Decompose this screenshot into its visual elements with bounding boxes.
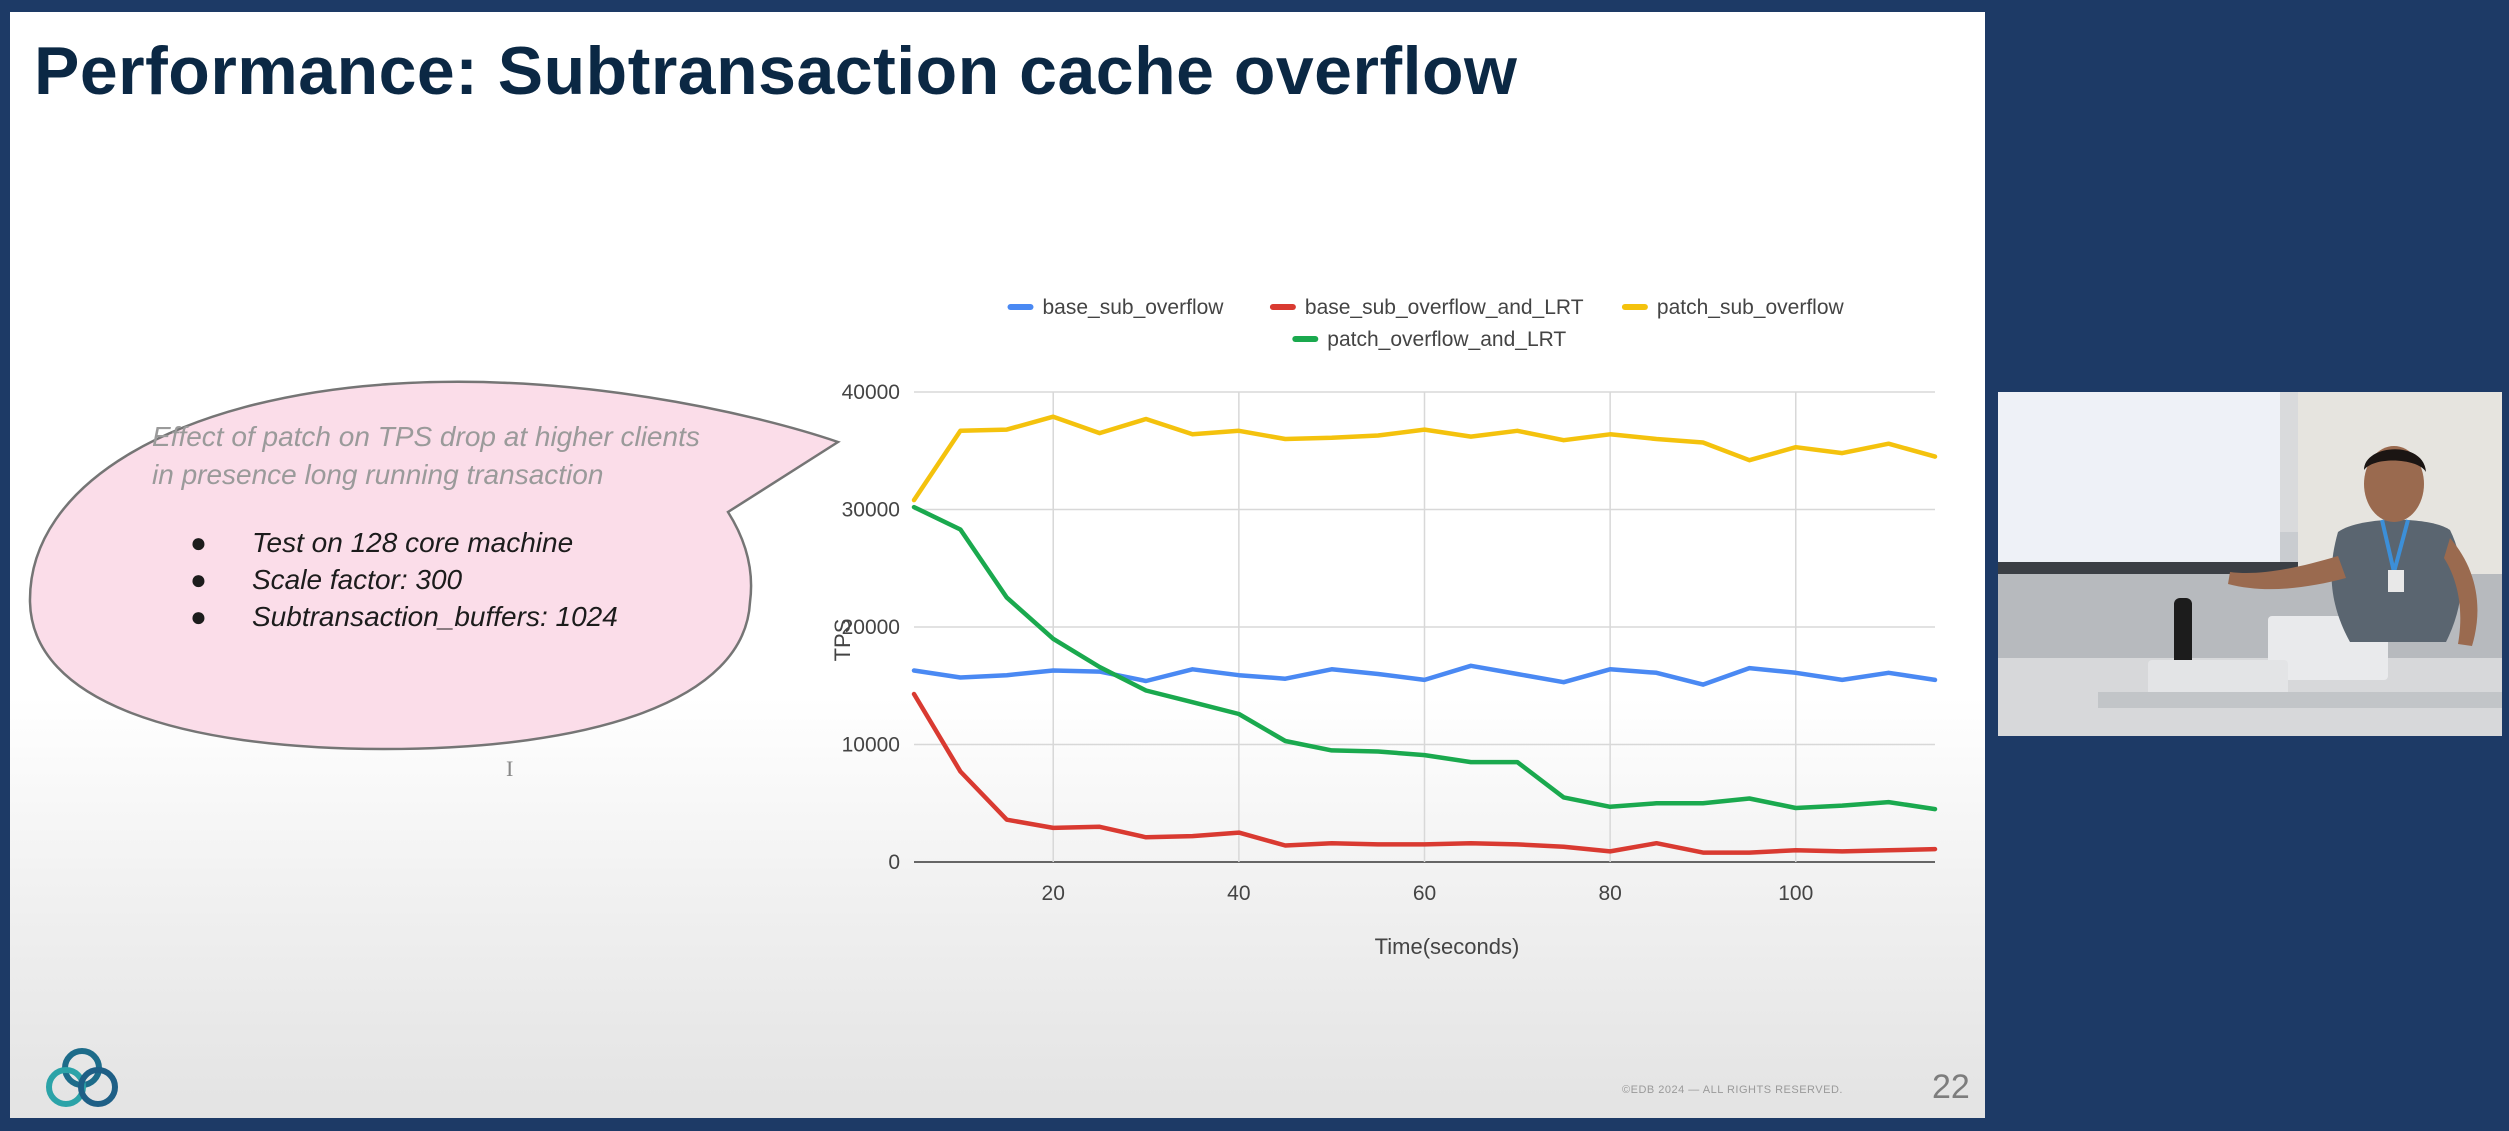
legend: base_sub_overflow base_sub_overflow_and_L… bbox=[1007, 296, 1845, 351]
x-tick-label: 80 bbox=[1598, 882, 1621, 905]
callout-bullet: ● Test on 128 core machine bbox=[152, 524, 712, 561]
callout-bullet-text: Subtransaction_buffers: 1024 bbox=[252, 601, 618, 632]
series-line-patch-overflow-and-LRT bbox=[911, 504, 1938, 812]
x-tick-label: 60 bbox=[1413, 882, 1436, 905]
x-tick-label: 20 bbox=[1042, 882, 1065, 905]
callout-bullet-text: Test on 128 core machine bbox=[252, 527, 574, 558]
y-tick-label: 10000 bbox=[842, 734, 900, 757]
x-axis-label: Time(seconds) bbox=[1375, 934, 1520, 959]
speaker-video-inset bbox=[1998, 392, 2502, 736]
y-tick-label: 30000 bbox=[842, 499, 900, 522]
series-line-base-sub-overflow bbox=[911, 663, 1938, 687]
copyright-notice: ©EDB 2024 — ALL RIGHTS RESERVED. bbox=[1622, 1084, 1843, 1096]
slide: Performance: Subtransaction cache overfl… bbox=[10, 12, 1985, 1118]
bullet-dot-icon: ● bbox=[190, 564, 207, 595]
x-tick-label: 40 bbox=[1227, 882, 1250, 905]
callout-bullet: ● Subtransaction_buffers: 1024 bbox=[152, 598, 712, 635]
legend-label: base_sub_overflow_and_LRT bbox=[1305, 296, 1584, 319]
y-tick-label: 40000 bbox=[842, 381, 900, 404]
callout-bullet-list: ● Test on 128 core machine ● Scale factor:… bbox=[152, 524, 712, 635]
page-number: 22 bbox=[1932, 1068, 1970, 1106]
tps-line-chart: 0 10000 20000 30000 40000 20 40 60 80 100 base_s… bbox=[830, 296, 1938, 959]
legend-label: patch_sub_overflow bbox=[1657, 296, 1845, 319]
grid-lines bbox=[914, 391, 1935, 863]
legend-label: base_sub_overflow bbox=[1043, 296, 1225, 319]
text-cursor-icon: I bbox=[506, 756, 514, 781]
bullet-dot-icon: ● bbox=[190, 601, 207, 632]
speech-bubble-shape bbox=[28, 380, 841, 751]
callout-bullet-text: Scale factor: 300 bbox=[252, 564, 463, 595]
speaker-video-image bbox=[1998, 392, 2502, 736]
bullet-dot-icon: ● bbox=[190, 527, 207, 558]
legend-label: patch_overflow_and_LRT bbox=[1327, 328, 1566, 351]
series-lines bbox=[911, 414, 1938, 855]
y-tick-labels: 0 10000 20000 30000 40000 bbox=[842, 381, 900, 874]
speech-bubble bbox=[28, 380, 841, 751]
x-tick-labels: 20 40 60 80 100 bbox=[1042, 882, 1814, 905]
callout-heading: Effect of patch on TPS drop at higher cl… bbox=[152, 421, 700, 490]
y-tick-label: 0 bbox=[888, 851, 900, 874]
y-tick-label: 20000 bbox=[842, 616, 900, 639]
slide-title: Performance: Subtransaction cache overfl… bbox=[34, 33, 1518, 109]
callout-bullet: ● Scale factor: 300 bbox=[152, 561, 712, 598]
y-axis-label: TPS bbox=[830, 619, 855, 662]
edb-logo-icon bbox=[46, 1048, 118, 1107]
callout-text: Effect of patch on TPS drop at higher cl… bbox=[152, 418, 712, 635]
series-line-base-sub-overflow-and-LRT bbox=[911, 691, 1938, 855]
series-line-patch-sub-overflow bbox=[911, 414, 1938, 503]
x-tick-label: 100 bbox=[1778, 882, 1813, 905]
